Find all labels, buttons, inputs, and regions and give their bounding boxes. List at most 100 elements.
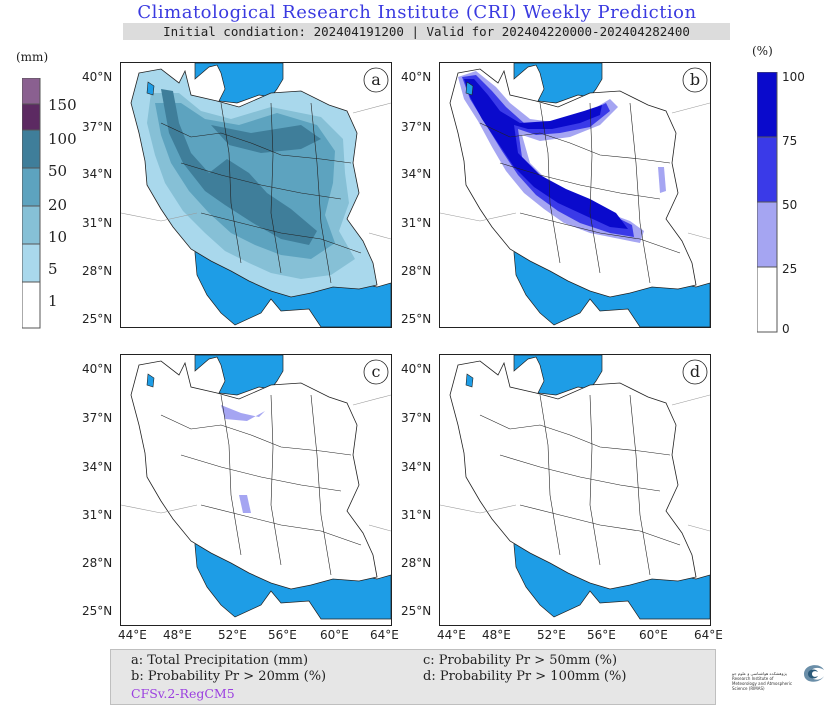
precip-50mm-area-2	[211, 125, 321, 153]
lat-label: 28°N	[82, 556, 113, 570]
logo-text: پژوهشکده هواشناسی و علوم جو Research Ins…	[732, 671, 793, 691]
map-panel-b: b	[439, 62, 711, 328]
prob-swatch-25-50	[757, 201, 778, 268]
lat-label: 28°N	[401, 556, 432, 570]
lat-label: 34°N	[82, 460, 113, 474]
lat-label: 37°N	[82, 411, 113, 425]
lat-label: 34°N	[401, 460, 432, 474]
neighbor-borders	[440, 102, 710, 240]
precip-50mm-area	[161, 89, 317, 245]
lat-label: 31°N	[401, 508, 432, 522]
lon-label: 56°E	[587, 628, 616, 642]
province-borders	[479, 394, 681, 576]
panel-c-label-circle	[363, 359, 389, 385]
precip-swatch-100	[22, 103, 41, 131]
precip-swatch-150	[22, 78, 41, 105]
neighbor-borders	[440, 394, 710, 532]
logo-emblem-icon	[804, 665, 824, 682]
province-borders	[160, 102, 362, 284]
precip-swatch-5	[22, 243, 41, 283]
page-title: Climatological Research Institute (CRI) …	[137, 2, 697, 23]
lat-label: 34°N	[401, 167, 432, 181]
lat-label: 40°N	[401, 70, 432, 84]
prob-colorbar	[757, 72, 778, 333]
lat-label: 37°N	[401, 120, 432, 134]
panel-b-label-circle	[682, 67, 708, 93]
prob-label-25: 25	[782, 262, 798, 276]
lat-label: 31°N	[82, 508, 113, 522]
lat-label: 25°N	[82, 312, 113, 326]
map-panel-d: d	[439, 354, 711, 626]
legend-box: a: Total Precipitation (mm) b: Probabili…	[110, 649, 716, 705]
lon-label: 64°E	[370, 628, 399, 642]
precip-label-10: 10	[48, 228, 68, 246]
legend-item-a: a: Total Precipitation (mm)	[131, 653, 309, 668]
lon-label: 44°E	[437, 628, 466, 642]
lat-label: 25°N	[401, 604, 432, 618]
panel-c-label: c	[372, 362, 381, 381]
lat-label: 25°N	[82, 604, 113, 618]
prob-label-75: 75	[782, 134, 798, 148]
lat-label: 37°N	[82, 120, 113, 134]
lon-label: 48°E	[163, 628, 192, 642]
precip-swatch-20	[22, 167, 41, 207]
legend-item-d: d: Probability Pr > 100mm (%)	[423, 669, 627, 684]
province-borders	[160, 394, 362, 576]
panel-b-label: b	[690, 70, 700, 89]
prob-25-area-south	[239, 495, 251, 513]
prob-swatch-75-100	[757, 72, 778, 138]
precip-label-150: 150	[48, 96, 77, 114]
lat-label: 34°N	[82, 167, 113, 181]
lat-label: 31°N	[82, 216, 113, 230]
precip-label-1: 1	[48, 292, 58, 310]
prob-colorbar-unit: (%)	[752, 44, 773, 58]
province-borders	[479, 102, 681, 284]
precip-swatch-50	[22, 129, 41, 169]
precip-colorbar-unit: (mm)	[16, 50, 49, 64]
lat-label: 40°N	[401, 362, 432, 376]
precip-label-50: 50	[48, 162, 68, 180]
institute-logo: پژوهشکده هواشناسی و علوم جو Research Ins…	[732, 656, 827, 691]
lat-label: 31°N	[401, 216, 432, 230]
prob-75-area	[464, 79, 628, 229]
map-panel-a: a	[120, 62, 392, 328]
precip-label-100: 100	[48, 130, 77, 148]
prob-label-100: 100	[782, 70, 805, 84]
prob-swatch-50-75	[757, 136, 778, 203]
prob-label-50: 50	[782, 198, 798, 212]
lon-label: 64°E	[694, 628, 723, 642]
precip-colorbar	[22, 78, 41, 329]
lon-label: 48°E	[482, 628, 511, 642]
lat-label: 28°N	[401, 264, 432, 278]
prob-swatch-0-25	[757, 266, 778, 333]
lat-label: 37°N	[401, 411, 432, 425]
lat-label: 40°N	[82, 70, 113, 84]
prob-label-0: 0	[782, 322, 790, 336]
prob-25-area-north	[221, 405, 265, 421]
panel-d-label-circle	[682, 359, 708, 385]
page-subtitle: Initial condiation: 202404191200 | Valid…	[123, 23, 730, 40]
lon-label: 56°E	[268, 628, 297, 642]
panel-d-label: d	[690, 362, 700, 381]
lon-label: 60°E	[320, 628, 349, 642]
lon-label: 44°E	[118, 628, 147, 642]
lon-label: 60°E	[639, 628, 668, 642]
neighbor-borders	[121, 394, 391, 532]
panel-a-label-circle	[363, 67, 389, 93]
lon-label: 52°E	[537, 628, 566, 642]
model-name: CFSv.2-RegCM5	[131, 686, 235, 701]
lat-label: 40°N	[82, 362, 113, 376]
neighbor-borders	[121, 102, 391, 240]
precip-label-20: 20	[48, 196, 68, 214]
legend-item-c: c: Probability Pr > 50mm (%)	[423, 653, 618, 668]
precip-label-5: 5	[48, 260, 58, 278]
precip-swatch-1	[22, 281, 41, 329]
precip-swatch-10	[22, 205, 41, 245]
lon-label: 52°E	[218, 628, 247, 642]
legend-item-b: b: Probability Pr > 20mm (%)	[131, 669, 327, 684]
lat-label: 25°N	[401, 312, 432, 326]
panel-a-label: a	[371, 70, 381, 89]
lat-label: 28°N	[82, 264, 113, 278]
map-panel-c: c	[120, 354, 392, 626]
prob-25-area-east	[658, 167, 666, 193]
